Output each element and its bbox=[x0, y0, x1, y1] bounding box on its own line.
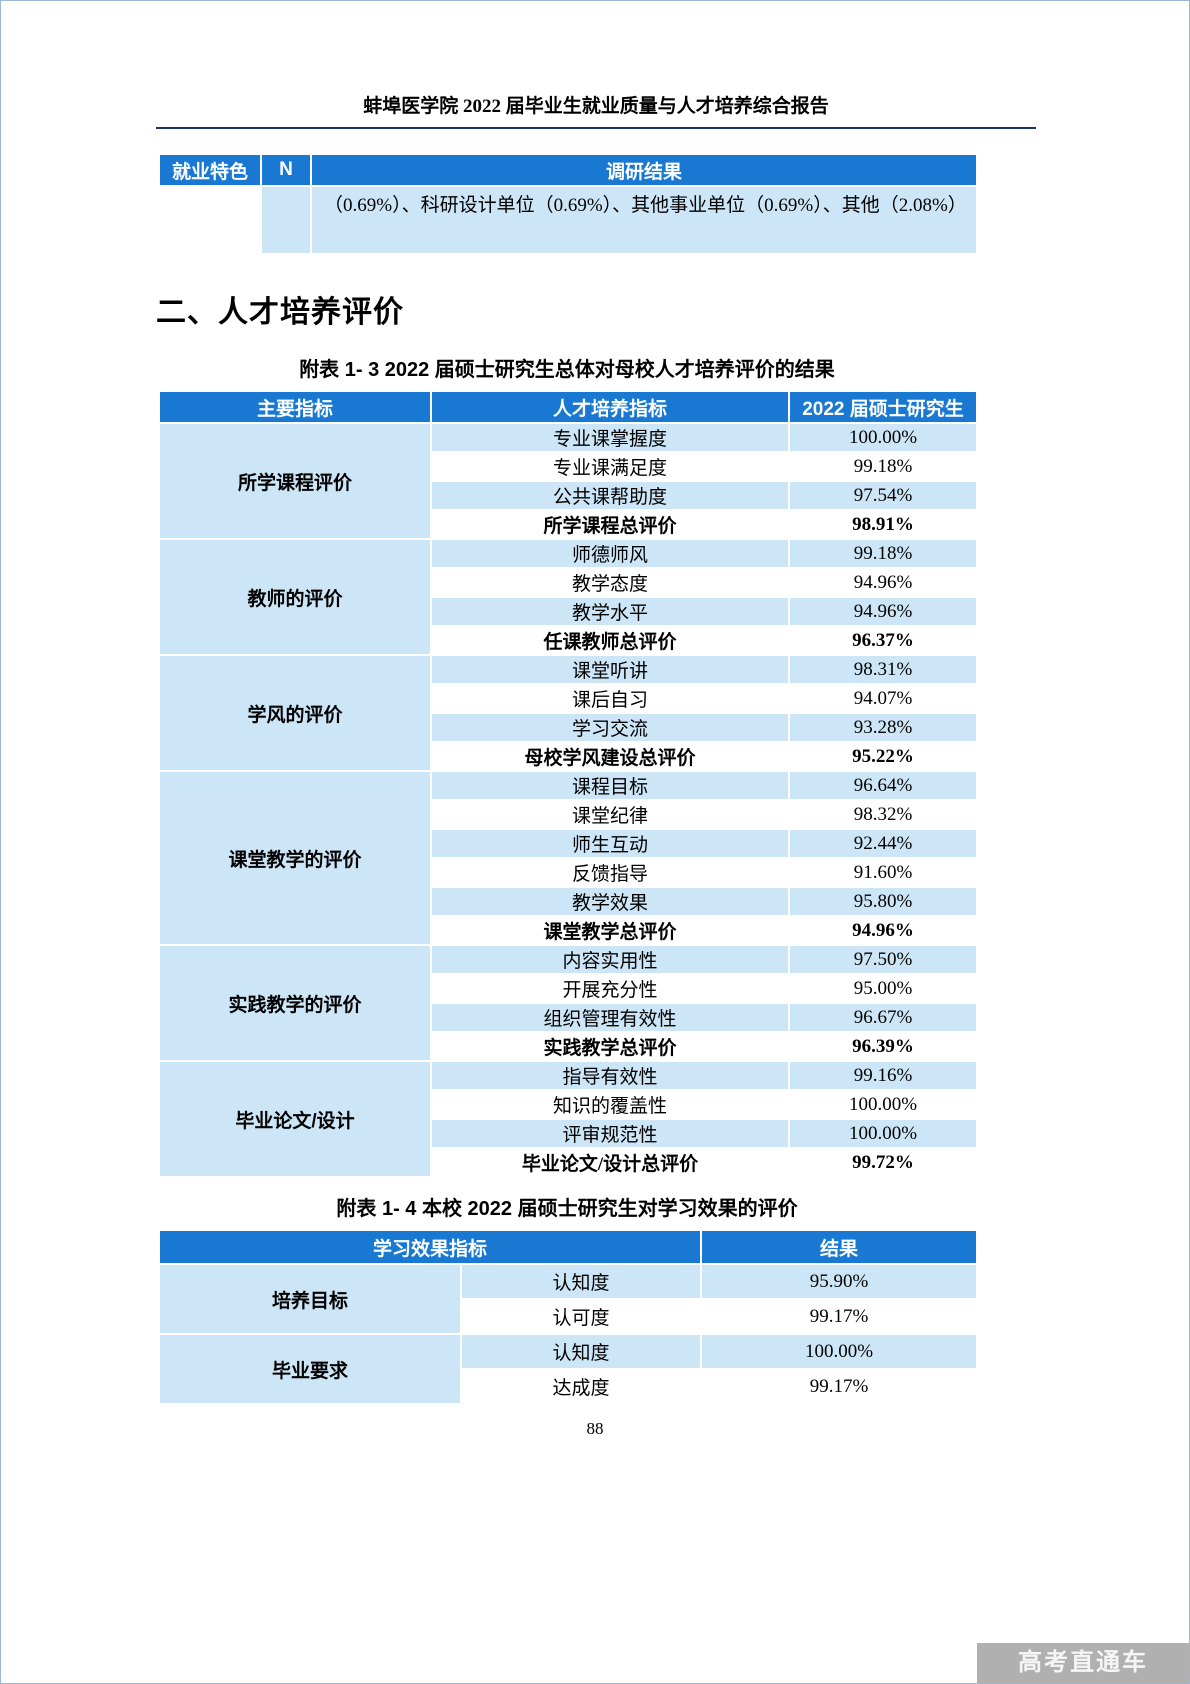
column-header-survey-result: 调研结果 bbox=[310, 153, 978, 187]
indicator-cell: 教学态度 bbox=[430, 567, 790, 598]
indicator-cell: 认知度 bbox=[459, 1263, 703, 1300]
continuation-n-cell bbox=[260, 185, 312, 255]
indicator-total-cell: 课堂教学总评价 bbox=[430, 915, 790, 946]
value-cell: 99.18% bbox=[788, 538, 978, 569]
column-header-training-indicator: 人才培养指标 bbox=[430, 390, 790, 424]
indicator-cell: 课程目标 bbox=[430, 770, 790, 801]
value-cell: 100.00% bbox=[700, 1333, 979, 1370]
value-cell: 95.90% bbox=[700, 1263, 979, 1300]
column-header-outcome-indicator: 学习效果指标 bbox=[157, 1229, 703, 1265]
watermark: 高考直通车 bbox=[977, 1643, 1189, 1683]
value-cell: 99.17% bbox=[700, 1298, 979, 1335]
value-total-cell: 99.72% bbox=[788, 1147, 978, 1178]
group-cell: 学风的评价 bbox=[158, 654, 432, 772]
indicator-cell: 课后自习 bbox=[430, 683, 790, 714]
group-cell: 毕业论文/设计 bbox=[158, 1060, 432, 1178]
indicator-cell: 师生互动 bbox=[430, 828, 790, 859]
indicator-cell: 课堂纪律 bbox=[430, 799, 790, 830]
value-total-cell: 96.39% bbox=[788, 1031, 978, 1062]
header-rule bbox=[156, 127, 1036, 129]
value-cell: 94.07% bbox=[788, 683, 978, 714]
value-cell: 98.32% bbox=[788, 799, 978, 830]
value-cell: 95.80% bbox=[788, 886, 978, 917]
learning-outcome-table: 学习效果指标 结果 培养目标 认知度 95.90% 认可度 99.17% 毕业要… bbox=[157, 1229, 979, 1405]
value-cell: 96.67% bbox=[788, 1002, 978, 1033]
document-header-title: 蚌埠医学院 2022 届毕业生就业质量与人才培养综合报告 bbox=[363, 96, 829, 117]
value-total-cell: 94.96% bbox=[788, 915, 978, 946]
employment-feature-continuation-table: 就业特色 N 调研结果 （0.69%）、科研设计单位（0.69%）、其他事业单位… bbox=[158, 153, 978, 255]
value-cell: 94.96% bbox=[788, 596, 978, 627]
group-cell: 培养目标 bbox=[158, 1263, 462, 1335]
value-cell: 95.00% bbox=[788, 973, 978, 1004]
indicator-total-cell: 所学课程总评价 bbox=[430, 509, 790, 540]
indicator-cell: 师德师风 bbox=[430, 538, 790, 569]
value-cell: 97.54% bbox=[788, 480, 978, 511]
indicator-total-cell: 任课教师总评价 bbox=[430, 625, 790, 656]
value-cell: 99.17% bbox=[700, 1368, 979, 1405]
value-total-cell: 96.37% bbox=[788, 625, 978, 656]
group-cell: 毕业要求 bbox=[158, 1333, 462, 1405]
group-cell: 课堂教学的评价 bbox=[158, 770, 432, 946]
indicator-total-cell: 实践教学总评价 bbox=[430, 1031, 790, 1062]
value-cell: 91.60% bbox=[788, 857, 978, 888]
group-cell: 实践教学的评价 bbox=[158, 944, 432, 1062]
indicator-cell: 知识的覆盖性 bbox=[430, 1089, 790, 1120]
indicator-cell: 专业课掌握度 bbox=[430, 422, 790, 453]
column-header-n: N bbox=[260, 153, 312, 187]
column-header-main-indicator: 主要指标 bbox=[158, 390, 432, 424]
value-cell: 99.18% bbox=[788, 451, 978, 482]
indicator-cell: 专业课满足度 bbox=[430, 451, 790, 482]
value-total-cell: 98.91% bbox=[788, 509, 978, 540]
indicator-cell: 开展充分性 bbox=[430, 973, 790, 1004]
indicator-cell: 认知度 bbox=[459, 1333, 703, 1370]
page-content: 蚌埠医学院 2022 届毕业生就业质量与人才培养综合报告 就业特色 N 调研结果… bbox=[156, 1, 1036, 1405]
indicator-cell: 课堂听讲 bbox=[430, 654, 790, 685]
indicator-cell: 达成度 bbox=[459, 1368, 703, 1405]
value-cell: 100.00% bbox=[788, 422, 978, 453]
continuation-text-cell: （0.69%）、科研设计单位（0.69%）、其他事业单位（0.69%）、其他（2… bbox=[310, 185, 978, 255]
value-cell: 98.31% bbox=[788, 654, 978, 685]
table2-caption: 附表 1- 4 本校 2022 届硕士研究生对学习效果的评价 bbox=[336, 1198, 798, 1220]
value-total-cell: 95.22% bbox=[788, 741, 978, 772]
value-cell: 94.96% bbox=[788, 567, 978, 598]
indicator-cell: 指导有效性 bbox=[430, 1060, 790, 1091]
value-cell: 92.44% bbox=[788, 828, 978, 859]
indicator-cell: 教学水平 bbox=[430, 596, 790, 627]
indicator-total-cell: 毕业论文/设计总评价 bbox=[430, 1147, 790, 1178]
value-cell: 99.16% bbox=[788, 1060, 978, 1091]
column-header-employment-feature: 就业特色 bbox=[158, 153, 262, 187]
indicator-cell: 教学效果 bbox=[430, 886, 790, 917]
indicator-cell: 认可度 bbox=[459, 1298, 703, 1335]
indicator-cell: 公共课帮助度 bbox=[430, 480, 790, 511]
indicator-cell: 反馈指导 bbox=[430, 857, 790, 888]
column-header-cohort: 2022 届硕士研究生 bbox=[788, 390, 978, 424]
section-heading: 二、人才培养评价 bbox=[156, 296, 404, 329]
value-cell: 96.64% bbox=[788, 770, 978, 801]
table1-caption: 附表 1- 3 2022 届硕士研究生总体对母校人才培养评价的结果 bbox=[299, 359, 835, 381]
indicator-cell: 学习交流 bbox=[430, 712, 790, 743]
training-evaluation-table: 主要指标 人才培养指标 2022 届硕士研究生 所学课程评价 专业课掌握度 10… bbox=[158, 390, 978, 1178]
page-number: 88 bbox=[586, 1419, 604, 1438]
value-cell: 100.00% bbox=[788, 1118, 978, 1149]
indicator-cell: 评审规范性 bbox=[430, 1118, 790, 1149]
indicator-cell: 内容实用性 bbox=[430, 944, 790, 975]
value-cell: 100.00% bbox=[788, 1089, 978, 1120]
continuation-empty-cell bbox=[158, 185, 262, 255]
column-header-result: 结果 bbox=[700, 1229, 979, 1265]
group-cell: 教师的评价 bbox=[158, 538, 432, 656]
group-cell: 所学课程评价 bbox=[158, 422, 432, 540]
value-cell: 93.28% bbox=[788, 712, 978, 743]
value-cell: 97.50% bbox=[788, 944, 978, 975]
indicator-cell: 组织管理有效性 bbox=[430, 1002, 790, 1033]
indicator-total-cell: 母校学风建设总评价 bbox=[430, 741, 790, 772]
